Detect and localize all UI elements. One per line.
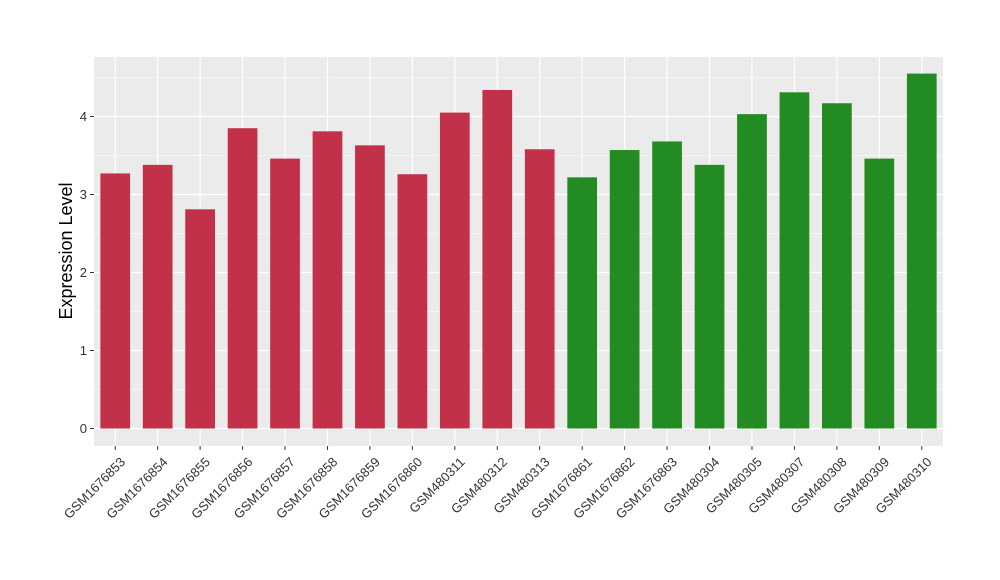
bar-GSM480304	[694, 164, 725, 429]
plot-panel	[94, 57, 943, 446]
bar-GSM480308	[822, 103, 852, 429]
y-tick-label: 0	[80, 421, 87, 436]
y-tick-label: 1	[80, 343, 87, 358]
bar-GSM480312	[482, 89, 513, 429]
y-axis: 0 1 2 3 4	[80, 109, 94, 436]
bar-GSM1676863	[652, 141, 682, 429]
bar-GSM1676857	[270, 158, 300, 429]
bar-GSM480307	[779, 92, 810, 429]
bar-GSM1676853	[100, 173, 131, 429]
bar-GSM1676861	[567, 177, 598, 429]
y-tick-label: 2	[80, 265, 87, 280]
bar-GSM1676860	[397, 174, 428, 429]
bar-GSM480310	[906, 73, 937, 429]
y-axis-title: Expression Level	[56, 182, 76, 319]
bar-GSM1676859	[355, 145, 385, 429]
bar-GSM1676856	[227, 128, 258, 429]
bar-GSM480313	[524, 149, 555, 429]
bar-GSM480309	[864, 158, 895, 429]
bar-GSM1676858	[312, 131, 343, 429]
bar-GSM480305	[737, 114, 767, 429]
bar-GSM1676854	[142, 164, 173, 429]
bar-GSM1676862	[609, 150, 640, 429]
bar-GSM480311	[439, 112, 470, 429]
bar-GSM1676855	[185, 209, 215, 429]
bars	[100, 73, 937, 429]
y-tick-label: 4	[80, 109, 87, 124]
x-axis: GSM1676853GSM1676854GSM1676855GSM1676856…	[61, 446, 935, 522]
y-tick-label: 3	[80, 187, 87, 202]
